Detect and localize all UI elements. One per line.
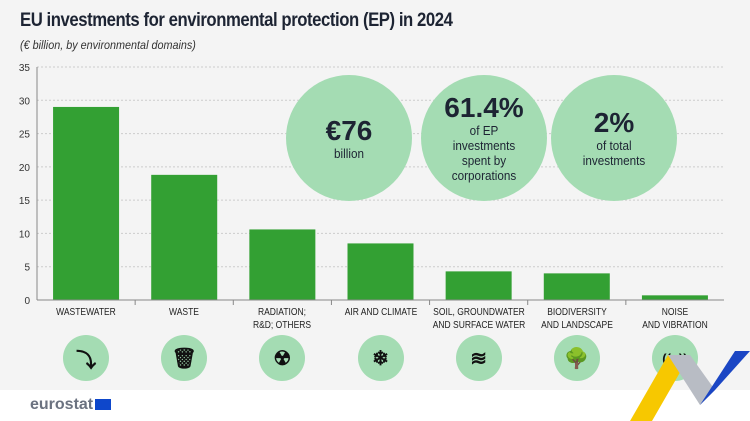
- water-waves-icon: ≋: [455, 335, 502, 381]
- y-tick-label: 25: [19, 130, 31, 141]
- decorative-ribbon: [630, 351, 750, 421]
- x-tick-label: SOIL, GROUNDWATER AND SURFACE WATER: [432, 307, 525, 331]
- highlight-bubble: 61.4% of EP investments spent by corporat…: [421, 75, 547, 201]
- x-tick-label: NOISE AND VIBRATION: [642, 307, 708, 331]
- y-tick-label: 35: [19, 63, 31, 74]
- highlight-caption: billion: [334, 145, 364, 161]
- x-tick-label: AIR AND CLIMATE: [344, 307, 417, 318]
- highlight-caption: of EP investments spent by corporations: [451, 123, 517, 183]
- bar: [347, 243, 414, 300]
- eu-flag-icon: [95, 399, 112, 410]
- trees-landscape-icon: 🌳: [553, 335, 600, 381]
- bar: [249, 229, 316, 300]
- y-tick-label: 15: [19, 196, 31, 207]
- x-tick-label: WASTEWATER: [56, 307, 116, 318]
- y-tick-label: 20: [19, 163, 31, 174]
- highlight-caption: of total investments: [582, 138, 646, 168]
- y-tick-label: 30: [19, 96, 31, 107]
- highlight-value: 61.4%: [444, 92, 524, 123]
- chart-subtitle: (€ billion, by environmental domains): [20, 38, 196, 52]
- x-tick-label: RADIATION; R&D; OTHERS: [253, 307, 312, 331]
- highlight-bubble: €76 billion: [286, 75, 412, 201]
- highlight-value: €76: [325, 114, 373, 146]
- wastewater-pipe-icon: ⤵: [63, 335, 110, 381]
- x-tick-label: WASTE: [169, 307, 200, 318]
- y-tick-label: 0: [24, 296, 30, 307]
- snowflake-sun-icon: ❄: [357, 335, 404, 381]
- highlight-bubble: 2% of total investments: [551, 75, 677, 201]
- chart-title: EU investments for environmental protect…: [20, 10, 453, 31]
- radiation-icon: ☢: [259, 335, 306, 381]
- trash-bin-icon: 🗑: [161, 335, 208, 381]
- x-tick-label: BIODIVERSITY AND LANDSCAPE: [540, 307, 613, 331]
- y-tick-label: 5: [24, 263, 30, 274]
- bar: [445, 271, 512, 300]
- eurostat-logo: eurostat: [30, 396, 112, 414]
- bar: [641, 295, 708, 300]
- y-tick-label: 10: [19, 229, 31, 240]
- bar: [53, 106, 120, 300]
- highlight-value: 2%: [593, 107, 635, 138]
- bar: [543, 273, 610, 300]
- bar: [151, 174, 218, 300]
